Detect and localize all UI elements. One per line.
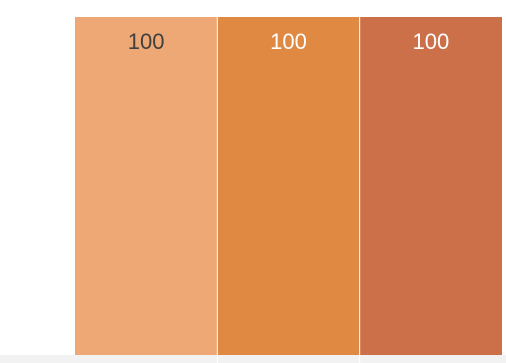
plot-area: 100 100 100 xyxy=(0,17,506,363)
data-label-2: 100 xyxy=(270,29,307,54)
bar-2 xyxy=(217,17,360,355)
bar-1 xyxy=(75,17,218,355)
data-label-1: 100 xyxy=(128,29,165,54)
axis-baseline xyxy=(0,355,506,363)
data-label-3: 100 xyxy=(412,29,449,54)
bar-3 xyxy=(359,17,502,355)
